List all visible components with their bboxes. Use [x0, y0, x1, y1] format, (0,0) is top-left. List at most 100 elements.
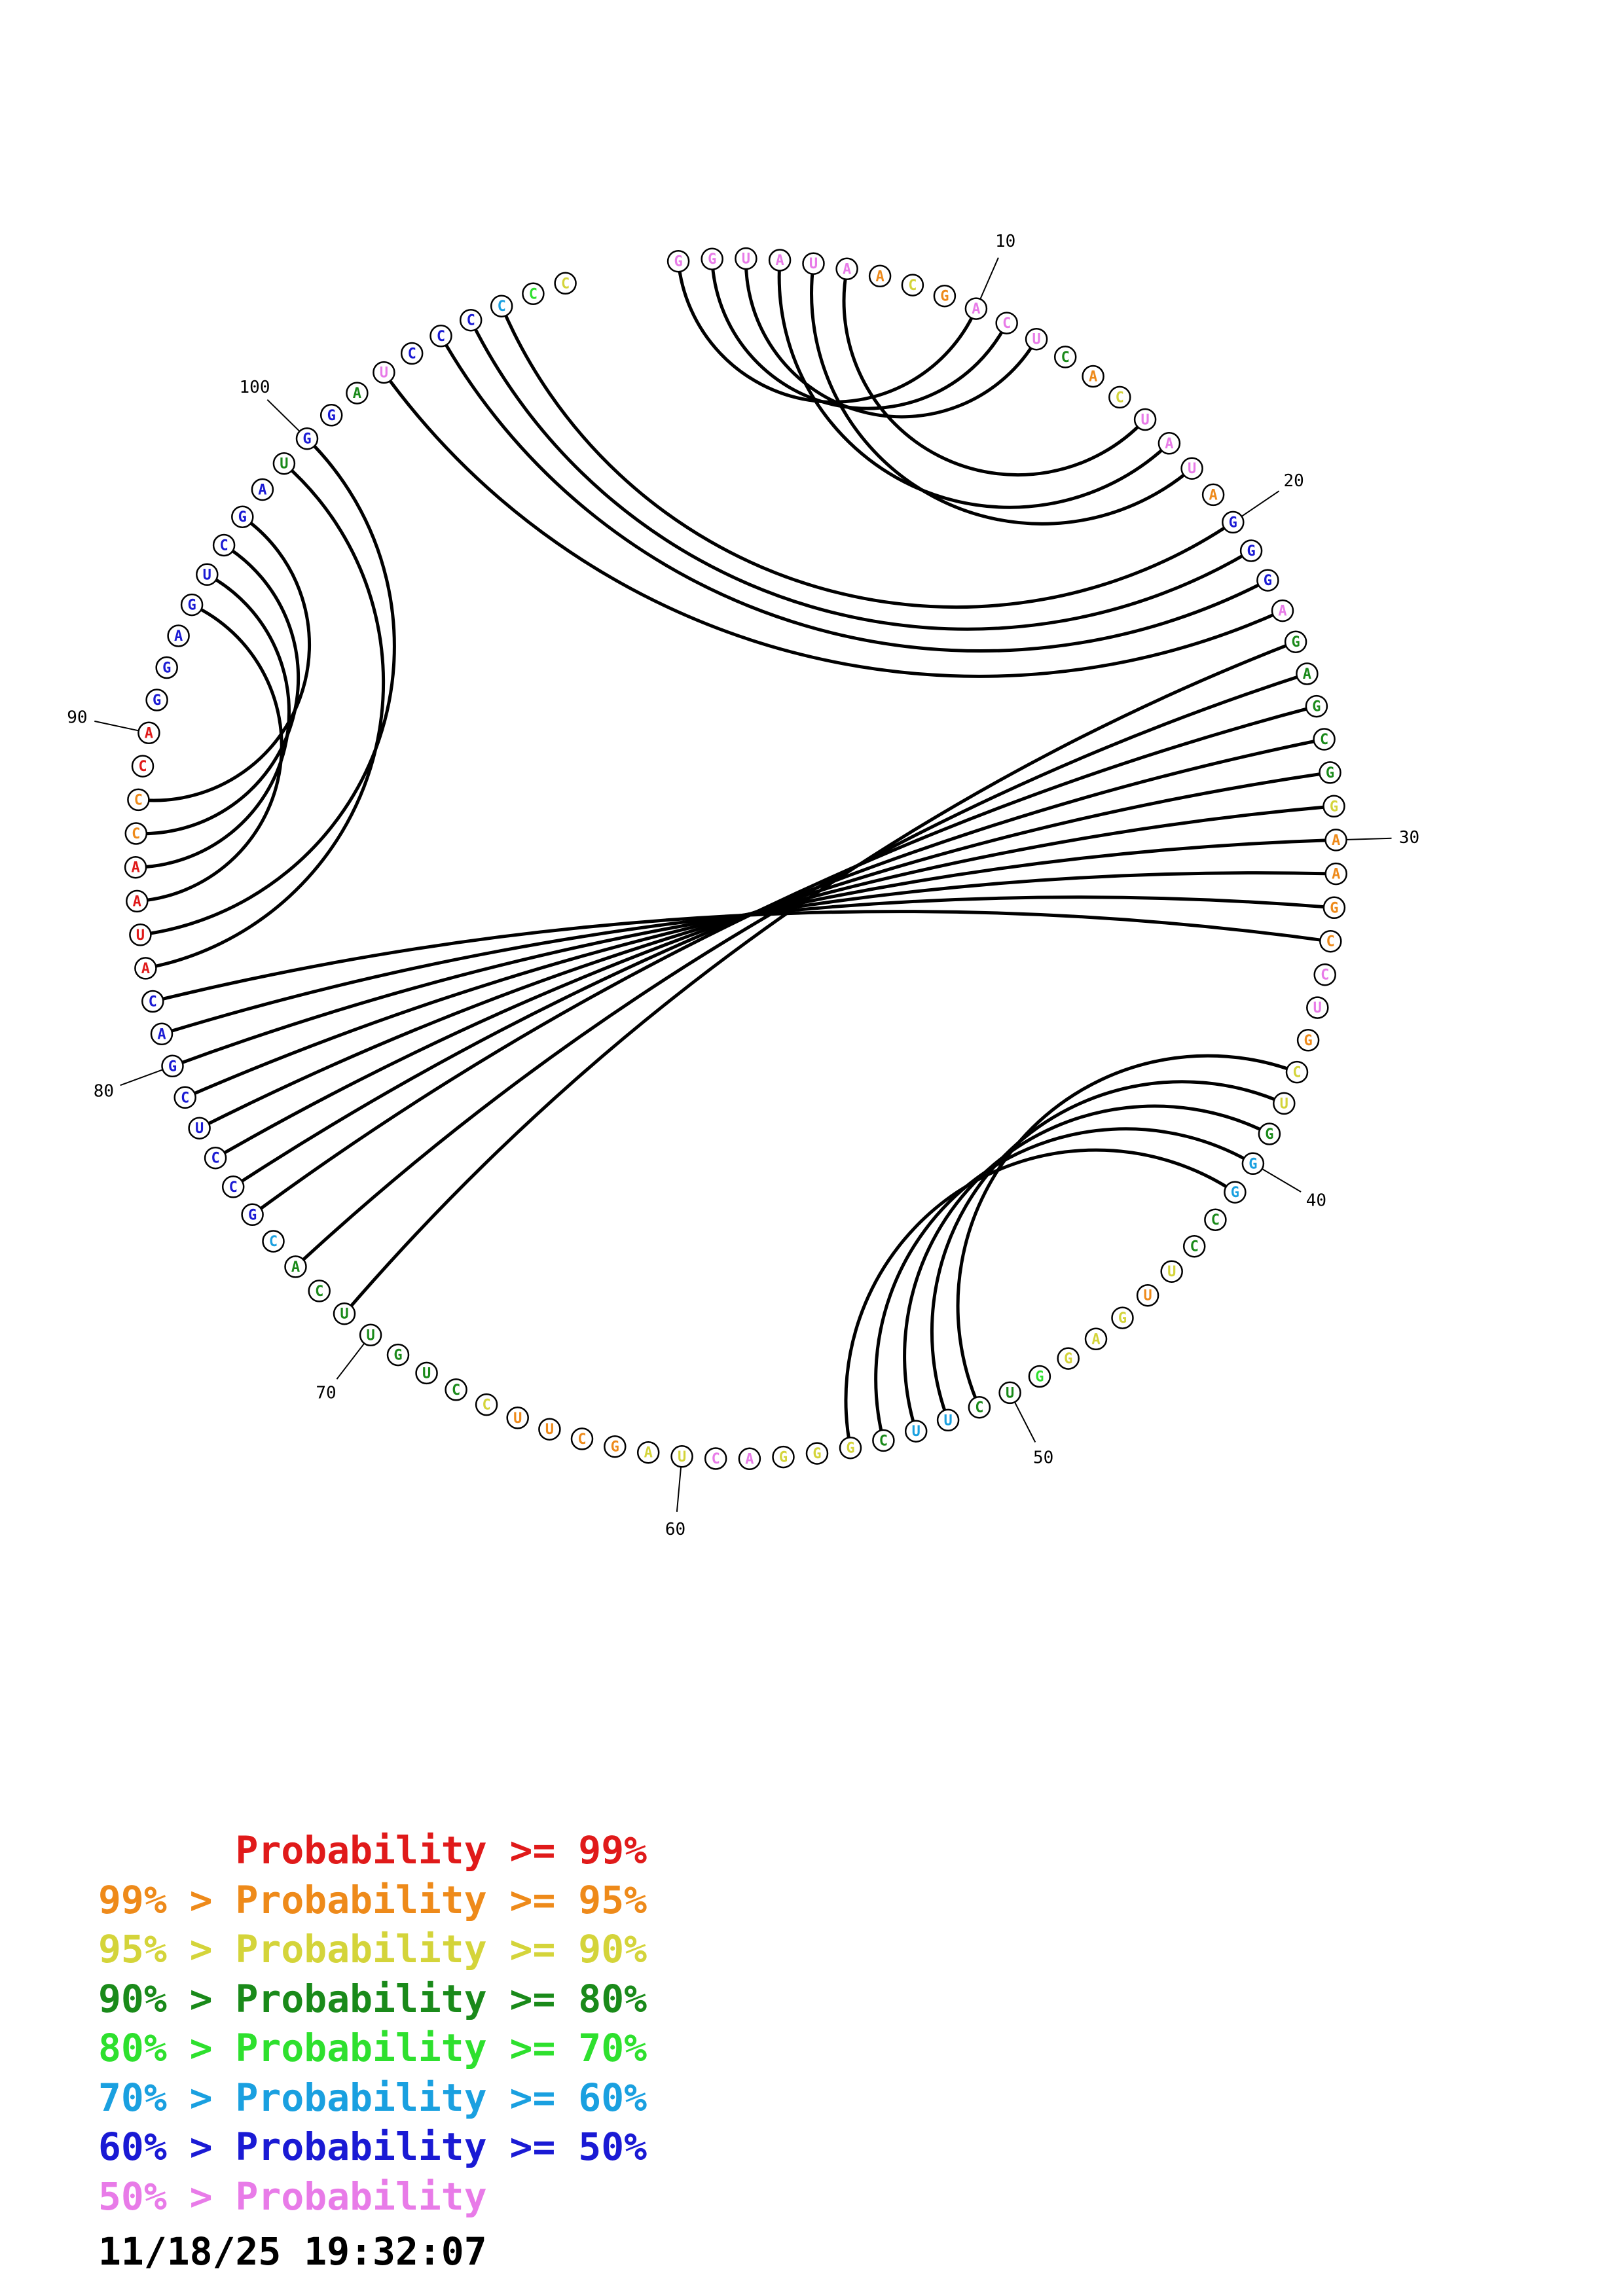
nucleotide-letter: C — [1321, 967, 1329, 984]
nucleotide: A — [1271, 599, 1294, 622]
nucleotide: C — [221, 1175, 245, 1198]
nucleotide-letter: G — [327, 408, 336, 424]
nucleotide-letter: U — [912, 1424, 921, 1440]
nucleotide-circle — [1053, 346, 1077, 368]
nucleotide-circle — [1025, 327, 1048, 351]
base-pair-arc — [251, 704, 1317, 1216]
base-pair-arc — [469, 319, 1252, 631]
nucleotide: C — [1313, 728, 1336, 751]
nucleotide-circle — [772, 1445, 795, 1469]
nucleotide-letter: U — [1143, 1288, 1152, 1304]
nucleotide: U — [998, 1381, 1021, 1405]
nucleotide: G — [231, 505, 254, 528]
nucleotide-letter: G — [153, 692, 161, 709]
nucleotide-circle — [522, 282, 545, 306]
nucleotide-circle — [150, 1022, 173, 1046]
nucleotide-circle — [666, 249, 690, 273]
nucleotide-circle — [1082, 365, 1104, 388]
nucleotide-letter: G — [1035, 1369, 1044, 1386]
legend-entry: 70% > Probability >= 60% — [98, 2075, 647, 2120]
nucleotide-letter: U — [809, 256, 818, 272]
nucleotide: U — [272, 452, 296, 475]
nucleotide-letter: C — [452, 1382, 460, 1399]
legend-entry: 90% > Probability >= 80% — [98, 1976, 647, 2021]
nucleotide-letter: U — [513, 1410, 522, 1427]
nucleotide-letter: A — [145, 725, 153, 742]
nucleotide: G — [319, 404, 343, 427]
nucleotide: C — [872, 1429, 895, 1452]
nucleotide-circle — [1057, 1347, 1080, 1370]
nucleotide-letter: U — [678, 1449, 686, 1465]
nucleotide-circle — [429, 325, 452, 348]
nucleotide: C — [704, 1447, 727, 1470]
nucleotide: U — [936, 1408, 960, 1432]
nucleotide-circle — [1158, 432, 1181, 455]
nucleotide-circle — [995, 312, 1018, 334]
nucleotide: U — [333, 1302, 356, 1325]
nucleotide-circle — [802, 252, 825, 275]
nucleotide: A — [868, 264, 892, 288]
nucleotide: C — [1313, 963, 1336, 986]
probability-legend: Probability >= 99% 99% > Probability >= … — [98, 1826, 647, 2221]
nucleotide: C — [204, 1146, 227, 1170]
nucleotide: C — [127, 788, 150, 812]
nucleotide-letter: G — [846, 1441, 854, 1457]
nucleotide: C — [262, 1230, 285, 1253]
nucleotide-letter: C — [437, 329, 445, 345]
nucleotide: U — [802, 252, 825, 275]
base-pair-arc — [710, 259, 1008, 410]
position-tick — [266, 399, 300, 432]
nucleotide: G — [1222, 511, 1245, 534]
nucleotide-circle — [386, 1343, 410, 1367]
nucleotide-letter: G — [1229, 514, 1237, 531]
nucleotide-circle — [1296, 1029, 1320, 1052]
nucleotide-letter: C — [1002, 315, 1011, 332]
nucleotide: G — [145, 689, 168, 711]
nucleotide-letter: G — [1264, 573, 1272, 589]
nucleotide-letter: U — [1006, 1385, 1014, 1401]
nucleotide-circle — [295, 427, 319, 450]
position-label: 80 — [94, 1082, 114, 1102]
nucleotide-circle — [701, 247, 723, 270]
nucleotide-letter: A — [1165, 436, 1173, 452]
nucleotide: C — [995, 312, 1018, 334]
base-pair-arc — [140, 437, 396, 937]
nucleotide-letter: U — [943, 1412, 952, 1429]
nucleotide-circle — [1305, 694, 1328, 718]
nucleotide-letter: U — [1167, 1264, 1176, 1280]
nucleotide-letter: G — [1330, 900, 1338, 916]
nucleotide: G — [772, 1445, 795, 1469]
nucleotide-circle — [936, 1408, 960, 1432]
nucleotide-letter: C — [181, 1090, 189, 1106]
position-label: 40 — [1306, 1191, 1326, 1211]
nucleotide-letter: A — [131, 860, 139, 876]
position-label: 10 — [995, 232, 1015, 251]
nucleotide-circle — [131, 755, 155, 778]
nucleotide-letter: U — [195, 1121, 204, 1137]
nucleotide-circle — [145, 689, 168, 711]
nucleotide: C — [1319, 929, 1342, 953]
nucleotide: U — [538, 1418, 561, 1441]
nucleotide-letter: G — [1330, 798, 1338, 815]
nucleotide: C — [124, 822, 148, 845]
position-label: 50 — [1033, 1448, 1053, 1468]
nucleotide-circle — [167, 624, 190, 647]
nucleotide-circle — [134, 957, 157, 980]
nucleotide-letter: C — [149, 994, 157, 1011]
nucleotide-letter: A — [1089, 369, 1097, 386]
nucleotide-letter: G — [238, 509, 247, 526]
nucleotide-letter: U — [545, 1422, 554, 1438]
nucleotide-circle — [868, 264, 892, 288]
nucleotide: U — [129, 924, 152, 946]
nucleotide: G — [805, 1442, 829, 1465]
nucleotide: C — [400, 342, 424, 365]
nucleotide: A — [1201, 483, 1225, 507]
position-tick — [1241, 490, 1280, 517]
nucleotide-letter: A — [353, 386, 361, 402]
nucleotide-circle — [1239, 539, 1263, 562]
nucleotide-circle — [1180, 457, 1203, 480]
nucleotide-letter: C — [132, 826, 140, 842]
nucleotide-circle — [839, 1436, 862, 1460]
nucleotide: A — [251, 478, 274, 501]
nucleotide-circle — [1322, 896, 1346, 920]
